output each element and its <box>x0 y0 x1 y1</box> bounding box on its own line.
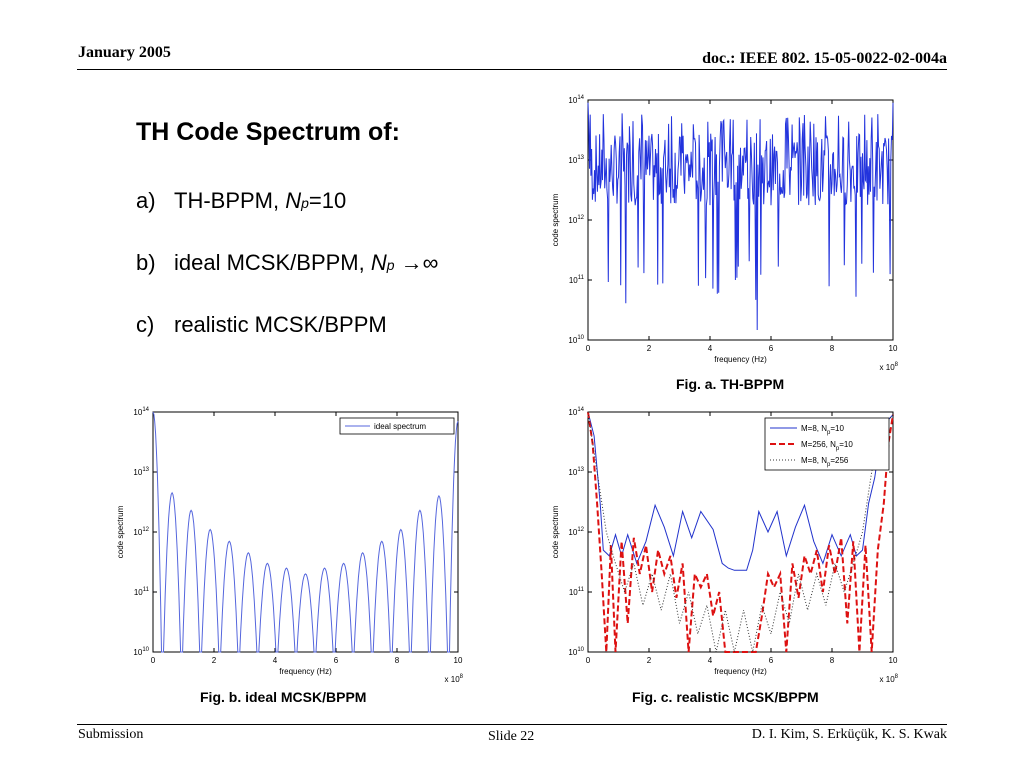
x-tick-label: 10 <box>889 656 898 665</box>
y-tick-label: 1014 <box>568 407 584 417</box>
np-subscript: p <box>386 257 395 273</box>
x-tick-label: 4 <box>273 656 278 665</box>
y-tick-label: 1011 <box>569 587 585 597</box>
bullet-text: ideal MCSK/BPPM, <box>174 250 371 275</box>
x-tick-label: 0 <box>586 656 591 665</box>
bullet-marker: b) <box>136 250 156 275</box>
header-rule <box>77 69 947 70</box>
series-line <box>587 102 894 331</box>
x-axis-label: frequency (Hz) <box>714 667 767 676</box>
x-tick-label: 10 <box>889 344 898 353</box>
x-axis-label: frequency (Hz) <box>714 355 767 364</box>
x-tick-label: 2 <box>647 344 652 353</box>
x-multiplier-label: x 108 <box>880 674 899 684</box>
x-tick-label: 6 <box>769 656 774 665</box>
x-tick-label: 4 <box>708 344 713 353</box>
x-tick-label: 0 <box>151 656 156 665</box>
x-tick-label: 4 <box>708 656 713 665</box>
y-tick-label: 1012 <box>568 215 584 225</box>
y-tick-label: 1011 <box>569 275 585 285</box>
x-axis-label: frequency (Hz) <box>279 667 332 676</box>
x-tick-label: 8 <box>830 656 835 665</box>
y-tick-label: 1014 <box>568 95 584 105</box>
header-date: January 2005 <box>78 44 171 61</box>
legend-label: ideal spectrum <box>374 422 426 431</box>
plot-frame <box>587 99 894 341</box>
y-axis-label: code spectrum <box>551 193 560 246</box>
bullet-text: realistic MCSK/BPPM <box>174 312 387 337</box>
y-tick-label: 1011 <box>134 587 150 597</box>
caption-fig-a: Fig. a. TH-BPPM <box>676 376 785 392</box>
y-tick-label: 1014 <box>133 407 149 417</box>
x-tick-label: 6 <box>769 344 774 353</box>
np-value: →∞ <box>394 250 439 275</box>
bullet-text: TH-BPPM, <box>174 188 286 213</box>
footer-slide-number: Slide 22 <box>488 729 535 744</box>
series-line <box>152 411 459 653</box>
y-tick-label: 1012 <box>133 527 149 537</box>
series-line-3 <box>587 411 894 653</box>
bullet-c: c) realistic MCSK/BPPM <box>136 312 387 338</box>
series-line-2 <box>587 411 894 653</box>
footer-rule <box>77 724 947 725</box>
y-tick-label: 1013 <box>568 155 584 165</box>
header-doc-id: doc.: IEEE 802. 15-05-0022-02-004a <box>702 50 947 67</box>
bullet-b: b) ideal MCSK/BPPM, Np →∞ <box>136 250 438 276</box>
x-tick-label: 0 <box>586 344 591 353</box>
np-value: =10 <box>308 188 347 213</box>
y-tick-label: 1013 <box>133 467 149 477</box>
legend-box <box>339 417 455 435</box>
bullet-a: a) TH-BPPM, Np=10 <box>136 188 346 214</box>
x-multiplier-label: x 108 <box>445 674 464 684</box>
np-symbol: N <box>285 188 302 213</box>
caption-fig-c: Fig. c. realistic MCSK/BPPM <box>632 689 819 705</box>
legend-box <box>764 417 890 471</box>
slide-title: TH Code Spectrum of: <box>136 118 400 146</box>
y-tick-label: 1010 <box>568 647 584 657</box>
x-tick-label: 8 <box>395 656 400 665</box>
y-tick-label: 1010 <box>133 647 149 657</box>
y-tick-label: 1013 <box>568 467 584 477</box>
np-symbol: N <box>370 250 387 275</box>
x-tick-label: 2 <box>647 656 652 665</box>
y-tick-label: 1012 <box>568 527 584 537</box>
caption-fig-b: Fig. b. ideal MCSK/BPPM <box>200 689 367 705</box>
x-tick-label: 6 <box>334 656 339 665</box>
y-axis-label: code spectrum <box>116 505 125 558</box>
bullet-marker: a) <box>136 188 156 213</box>
np-subscript: p <box>301 195 309 211</box>
x-multiplier-label: x 108 <box>880 362 899 372</box>
x-tick-label: 8 <box>830 344 835 353</box>
bullet-marker: c) <box>136 312 155 337</box>
x-tick-label: 2 <box>212 656 217 665</box>
y-tick-label: 1010 <box>568 335 584 345</box>
y-axis-label: code spectrum <box>551 505 560 558</box>
footer-authors: D. I. Kim, S. Erküçük, K. S. Kwak <box>751 727 947 742</box>
x-tick-label: 10 <box>454 656 463 665</box>
footer-submission: Submission <box>78 727 144 742</box>
